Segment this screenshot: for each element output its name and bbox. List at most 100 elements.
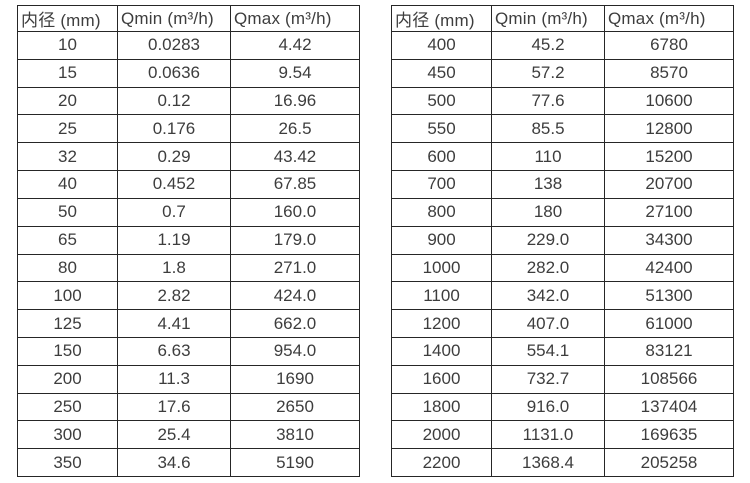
table-cell: 57.2 bbox=[491, 58, 605, 88]
table-cell: 554.1 bbox=[491, 336, 605, 366]
column-header-qmax: Qmax (m³/h) bbox=[604, 5, 734, 32]
table-row: 50 0.7 160.0 bbox=[17, 197, 360, 227]
table-cell: 1.8 bbox=[117, 253, 231, 283]
table-row: 40 0.452 67.85 bbox=[17, 170, 360, 199]
table-cell: 2200 bbox=[391, 448, 492, 477]
flow-rate-table-large-diameters: 内径 (mm) Qmin (m³/h) Qmax (m³/h) 400 45.2 678… bbox=[391, 5, 734, 477]
table-cell: 6780 bbox=[604, 31, 734, 60]
table-header-row: 内径 (mm) Qmin (m³/h) Qmax (m³/h) bbox=[391, 5, 734, 32]
table-row: 20 0.12 16.96 bbox=[17, 86, 360, 116]
table-row: 700 138 20700 bbox=[391, 170, 734, 199]
table-cell: 400 bbox=[391, 31, 492, 60]
table-cell: 3810 bbox=[230, 420, 360, 450]
table-cell: 662.0 bbox=[230, 309, 360, 338]
table-cell: 50 bbox=[17, 197, 118, 227]
table-cell: 600 bbox=[391, 142, 492, 172]
table-cell: 205258 bbox=[604, 448, 734, 477]
table-cell: 954.0 bbox=[230, 336, 360, 366]
table-row: 15 0.0636 9.54 bbox=[17, 58, 360, 88]
column-header-qmax: Qmax (m³/h) bbox=[230, 5, 360, 32]
table-cell: 51300 bbox=[604, 281, 734, 311]
table-cell: 65 bbox=[17, 225, 118, 255]
table-cell: 6.63 bbox=[117, 336, 231, 366]
table-cell: 26.5 bbox=[230, 114, 360, 144]
table-row: 100 2.82 424.0 bbox=[17, 281, 360, 311]
table-cell: 500 bbox=[391, 86, 492, 116]
table-cell: 1000 bbox=[391, 253, 492, 283]
table-cell: 271.0 bbox=[230, 253, 360, 283]
flow-rate-table-small-diameters: 内径 (mm) Qmin (m³/h) Qmax (m³/h) 10 0.0283 4.… bbox=[17, 5, 360, 477]
table-cell: 900 bbox=[391, 225, 492, 255]
table-cell: 77.6 bbox=[491, 86, 605, 116]
table-cell: 407.0 bbox=[491, 309, 605, 338]
table-cell: 27100 bbox=[604, 197, 734, 227]
table-body: 400 45.2 6780 450 57.2 8570 500 77.6 10600 550 85.… bbox=[391, 31, 734, 477]
table-cell: 42400 bbox=[604, 253, 734, 283]
table-cell: 40 bbox=[17, 170, 118, 199]
table-cell: 300 bbox=[17, 420, 118, 450]
table-cell: 0.176 bbox=[117, 114, 231, 144]
table-cell: 0.0636 bbox=[117, 58, 231, 88]
table-cell: 80 bbox=[17, 253, 118, 283]
table-row: 125 4.41 662.0 bbox=[17, 309, 360, 338]
table-row: 450 57.2 8570 bbox=[391, 58, 734, 88]
table-body: 10 0.0283 4.42 15 0.0636 9.54 20 0.12 16.96 25 0.1… bbox=[17, 31, 360, 477]
table-cell: 4.42 bbox=[230, 31, 360, 60]
table-cell: 700 bbox=[391, 170, 492, 199]
table-cell: 1200 bbox=[391, 309, 492, 338]
table-cell: 550 bbox=[391, 114, 492, 144]
table-cell: 1100 bbox=[391, 281, 492, 311]
table-cell: 34300 bbox=[604, 225, 734, 255]
table-cell: 138 bbox=[491, 170, 605, 199]
table-cell: 16.96 bbox=[230, 86, 360, 116]
table-cell: 11.3 bbox=[117, 364, 231, 394]
table-cell: 200 bbox=[17, 364, 118, 394]
table-cell: 180 bbox=[491, 197, 605, 227]
table-row: 2000 1131.0 169635 bbox=[391, 420, 734, 450]
table-cell: 250 bbox=[17, 392, 118, 422]
table-cell: 0.0283 bbox=[117, 31, 231, 60]
table-row: 900 229.0 34300 bbox=[391, 225, 734, 255]
table-cell: 0.7 bbox=[117, 197, 231, 227]
table-cell: 1800 bbox=[391, 392, 492, 422]
table-row: 550 85.5 12800 bbox=[391, 114, 734, 144]
table-cell: 0.452 bbox=[117, 170, 231, 199]
table-cell: 229.0 bbox=[491, 225, 605, 255]
table-cell: 100 bbox=[17, 281, 118, 311]
table-row: 1400 554.1 83121 bbox=[391, 336, 734, 366]
table-row: 800 180 27100 bbox=[391, 197, 734, 227]
table-row: 1800 916.0 137404 bbox=[391, 392, 734, 422]
table-cell: 10 bbox=[17, 31, 118, 60]
table-cell: 85.5 bbox=[491, 114, 605, 144]
table-cell: 10600 bbox=[604, 86, 734, 116]
table-row: 80 1.8 271.0 bbox=[17, 253, 360, 283]
table-row: 150 6.63 954.0 bbox=[17, 336, 360, 366]
table-cell: 1368.4 bbox=[491, 448, 605, 477]
table-cell: 32 bbox=[17, 142, 118, 172]
table-cell: 4.41 bbox=[117, 309, 231, 338]
table-cell: 150 bbox=[17, 336, 118, 366]
table-row: 500 77.6 10600 bbox=[391, 86, 734, 116]
table-header-row: 内径 (mm) Qmin (m³/h) Qmax (m³/h) bbox=[17, 5, 360, 32]
table-row: 200 11.3 1690 bbox=[17, 364, 360, 394]
table-cell: 25 bbox=[17, 114, 118, 144]
table-cell: 350 bbox=[17, 448, 118, 477]
table-cell: 169635 bbox=[604, 420, 734, 450]
table-row: 600 110 15200 bbox=[391, 142, 734, 172]
column-header-diameter: 内径 (mm) bbox=[391, 5, 492, 32]
table-cell: 43.42 bbox=[230, 142, 360, 172]
table-cell: 1131.0 bbox=[491, 420, 605, 450]
table-cell: 125 bbox=[17, 309, 118, 338]
column-header-qmin: Qmin (m³/h) bbox=[491, 5, 605, 32]
table-cell: 15 bbox=[17, 58, 118, 88]
table-cell: 17.6 bbox=[117, 392, 231, 422]
column-header-qmin: Qmin (m³/h) bbox=[117, 5, 231, 32]
table-row: 内径 (mm) Qmin (m³/h) Qmax (m³/h) bbox=[391, 5, 734, 32]
table-cell: 0.29 bbox=[117, 142, 231, 172]
table-cell: 450 bbox=[391, 58, 492, 88]
table-cell: 1.19 bbox=[117, 225, 231, 255]
table-row: 1100 342.0 51300 bbox=[391, 281, 734, 311]
table-cell: 137404 bbox=[604, 392, 734, 422]
table-cell: 20 bbox=[17, 86, 118, 116]
